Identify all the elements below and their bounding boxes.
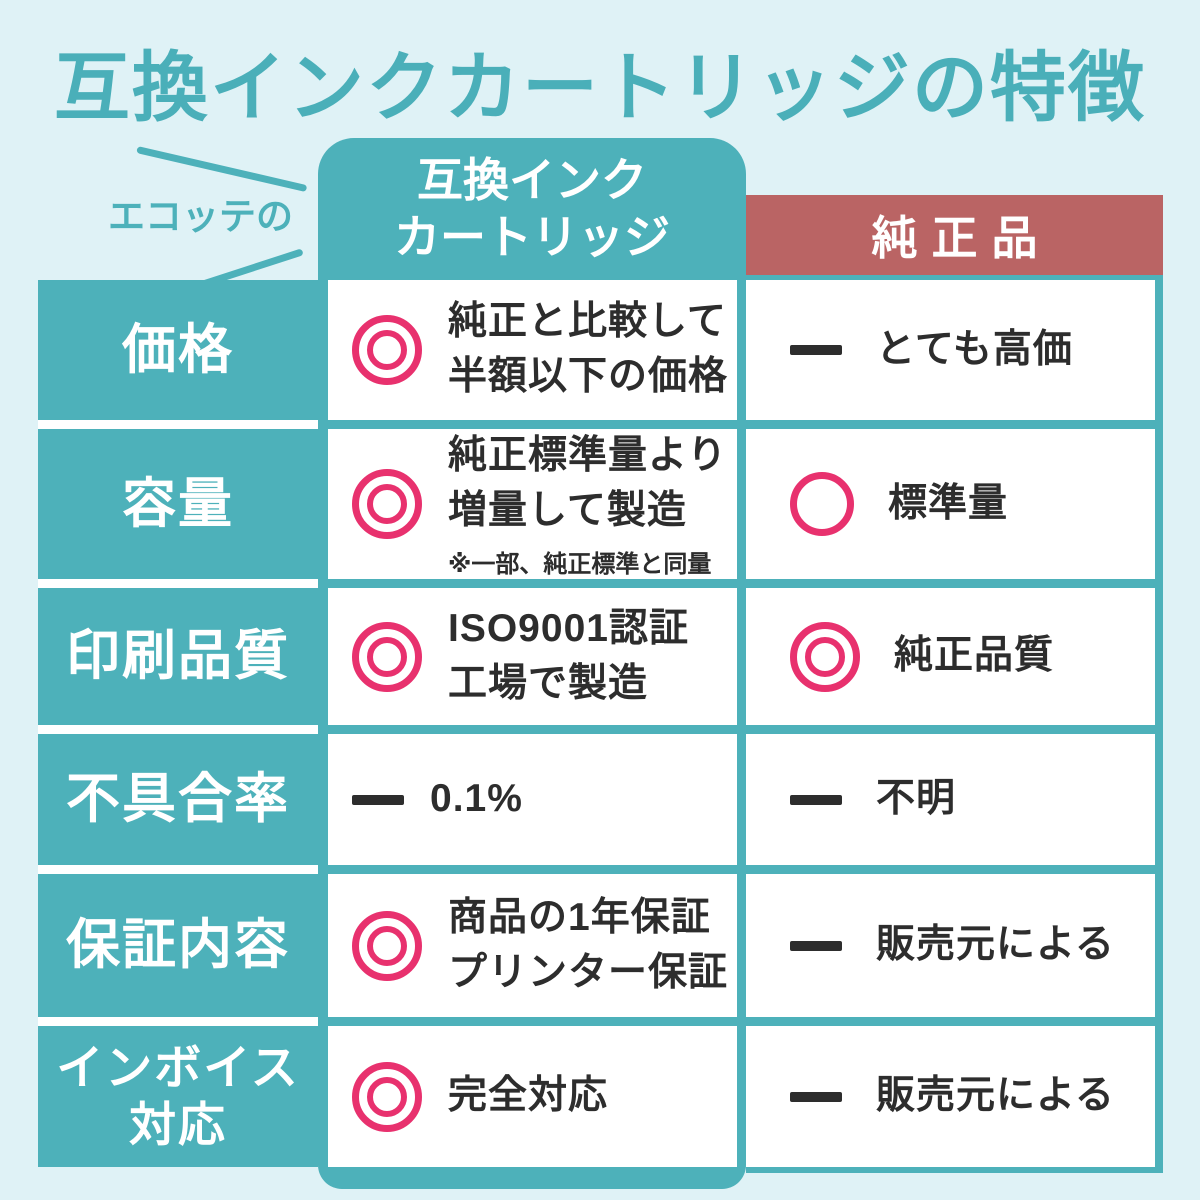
table-cell-compat-quality: ISO9001認証 工場で製造 bbox=[328, 588, 737, 725]
table-cell-compat-defect-rate: 0.1% bbox=[328, 734, 737, 865]
double-circle-icon bbox=[352, 469, 422, 539]
cell-text: とても高価 bbox=[876, 327, 1073, 371]
table-cell-compat-price: 純正と比較して 半額以下の価格 bbox=[328, 280, 737, 420]
double-circle-icon bbox=[352, 1061, 422, 1132]
table-cell-compat-warranty: 商品の1年保証 プリンター保証 bbox=[328, 874, 737, 1017]
table-cell-compat-capacity: 純正標準量より 増量して製造 ※一部、純正標準と同量 bbox=[328, 429, 737, 579]
table-cell-compat-invoice: 完全対応 bbox=[328, 1026, 737, 1167]
cell-text: 不明 bbox=[876, 777, 957, 821]
compat-column-cells: 純正と比較して 半額以下の価格 純正標準量より 増量して製造 ※一部、純正標準と… bbox=[328, 280, 737, 1167]
dash-icon bbox=[790, 345, 842, 355]
page-title: 互換インクカートリッジの特徴 bbox=[54, 46, 1146, 131]
cell-text: 完全対応 bbox=[448, 1074, 609, 1118]
dash-icon bbox=[790, 940, 842, 951]
table-cell-genuine-warranty: 販売元による bbox=[746, 874, 1155, 1017]
compat-column-header: 互換インク カートリッジ bbox=[394, 153, 670, 264]
cell-text: 純正標準量より 増量して製造 bbox=[448, 433, 728, 532]
cell-text: 商品の1年保証 プリンター保証 bbox=[448, 895, 729, 994]
table-cell-genuine-quality: 純正品質 bbox=[746, 588, 1155, 725]
row-label-warranty: 保証内容 bbox=[38, 874, 318, 1017]
dash-icon bbox=[790, 1091, 842, 1102]
cell-text: ISO9001認証 工場で製造 bbox=[448, 606, 689, 705]
table-cell-genuine-capacity: 標準量 bbox=[746, 429, 1155, 579]
row-label-quality: 印刷品質 bbox=[38, 588, 318, 725]
row-label-capacity: 容量 bbox=[38, 429, 318, 579]
row-label-invoice: インボイス 対応 bbox=[38, 1026, 318, 1167]
single-circle-icon bbox=[790, 472, 854, 536]
double-circle-icon bbox=[352, 315, 422, 385]
cell-text: 販売元による bbox=[876, 923, 1115, 967]
brand-label: エコッテの bbox=[108, 196, 293, 237]
row-label-price: 価格 bbox=[38, 280, 318, 420]
genuine-column-container: とても高価 標準量 純正品質 不明 販売元による 販売元による bbox=[746, 275, 1163, 1173]
cell-footnote: ※一部、純正標準と同量 bbox=[448, 551, 712, 579]
row-label-defect-rate: 不具合率 bbox=[38, 734, 318, 865]
double-circle-icon bbox=[790, 621, 860, 692]
cell-text: 純正品質 bbox=[894, 634, 1055, 678]
table-cell-genuine-defect-rate: 不明 bbox=[746, 734, 1155, 865]
cell-text: 0.1% bbox=[430, 777, 523, 821]
dash-icon bbox=[352, 794, 404, 805]
compat-column-container: 互換インク カートリッジ 純正と比較して 半額以下の価格 純正標準量より 増量し… bbox=[318, 138, 746, 1189]
double-circle-icon bbox=[352, 621, 422, 692]
cell-text: 標準量 bbox=[888, 481, 1009, 525]
double-circle-icon bbox=[352, 910, 422, 981]
genuine-column-header: 純正品 bbox=[746, 195, 1163, 275]
cell-text: 純正と比較して 半額以下の価格 bbox=[448, 300, 729, 398]
table-cell-genuine-invoice: 販売元による bbox=[746, 1026, 1155, 1167]
genuine-column-cells: とても高価 標準量 純正品質 不明 販売元による 販売元による bbox=[746, 280, 1155, 1167]
dash-icon bbox=[790, 794, 842, 805]
table-cell-genuine-price: とても高価 bbox=[746, 280, 1155, 420]
row-label-column: 価格 容量 印刷品質 不具合率 保証内容 インボイス 対応 bbox=[38, 280, 318, 1167]
cell-text: 販売元による bbox=[876, 1074, 1115, 1118]
